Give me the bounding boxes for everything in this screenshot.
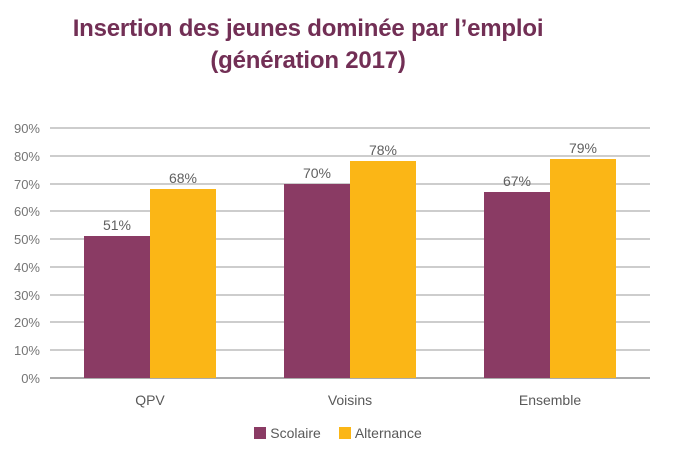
- gridline: [50, 127, 650, 129]
- x-axis-line: [50, 377, 650, 379]
- plot-area: 0% 10% 20% 30% 40% 50% 60% 70% 80% 90% 51% 68% 70% 78…: [14, 121, 650, 386]
- bar-value-label: 70%: [302, 164, 332, 181]
- chart-title-line1: Insertion des jeunes dominée par l’emplo…: [72, 15, 544, 42]
- bar-alternance-ensemble: [550, 158, 616, 378]
- bar-scolaire-ensemble: [484, 191, 550, 378]
- chart-title-line2: (génération 2017): [210, 47, 406, 74]
- y-tick-label: 80%: [13, 148, 40, 164]
- gridline: [50, 154, 650, 157]
- bar-value-label: 68%: [168, 170, 198, 187]
- x-axis-label-qpv: QPV: [135, 392, 165, 408]
- legend-label: Scolaire: [270, 425, 321, 441]
- legend-label: Alternance: [354, 425, 422, 441]
- bar-value-label: 79%: [568, 139, 598, 156]
- y-tick-label: 60%: [13, 204, 40, 220]
- y-tick-label: 10%: [13, 343, 40, 359]
- bar-scolaire-qpv: [84, 236, 150, 378]
- bar-value-label: 67%: [502, 172, 532, 189]
- y-tick-label: 0%: [21, 371, 40, 386]
- legend-item-scolaire: Scolaire: [254, 425, 321, 441]
- x-axis-label-voisins: Voisins: [327, 392, 373, 408]
- bar-alternance-qpv: [150, 189, 216, 378]
- y-tick-label: 30%: [13, 287, 40, 303]
- chart-title: Insertion des jeunes dominée par l’emplo…: [0, 13, 616, 77]
- bar-alternance-voisins: [350, 161, 416, 378]
- y-tick-label: 40%: [13, 259, 40, 275]
- y-tick-label: 20%: [13, 315, 40, 331]
- bar-value-label: 51%: [102, 217, 132, 234]
- bar-scolaire-voisins: [284, 183, 350, 378]
- legend-swatch-scolaire: [254, 427, 267, 439]
- bar-value-label: 78%: [368, 142, 398, 159]
- y-tick-label: 50%: [13, 232, 40, 248]
- y-tick-label: 90%: [13, 121, 40, 136]
- legend-swatch-alternance: [338, 427, 351, 439]
- y-tick-label: 70%: [13, 176, 40, 192]
- x-axis-label-ensemble: Ensemble: [518, 392, 582, 408]
- legend-item-alternance: Alternance: [338, 425, 422, 441]
- legend: Scolaire Alternance: [0, 425, 676, 441]
